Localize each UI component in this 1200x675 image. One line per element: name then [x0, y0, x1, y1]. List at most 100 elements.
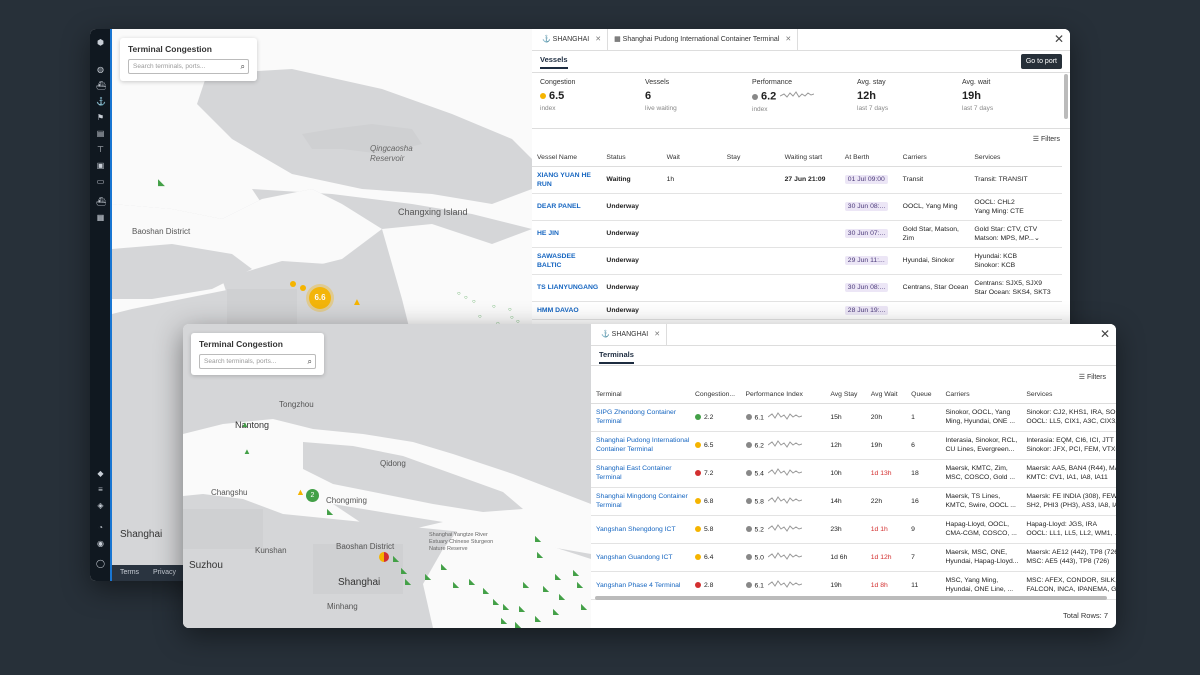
privacy-link[interactable]: Privacy: [153, 569, 176, 576]
id-card-icon[interactable]: ▭: [96, 177, 105, 186]
antenna-icon[interactable]: ⊤: [97, 145, 104, 154]
vessel-marker-icon[interactable]: ◣: [393, 554, 400, 563]
ship-marker-icon[interactable]: ▲: [296, 487, 305, 497]
vessel-marker-icon[interactable]: ◣: [501, 616, 508, 625]
vessel-marker-icon[interactable]: ◣: [441, 562, 448, 571]
anchor-icon[interactable]: ⚓: [96, 97, 106, 106]
column-header[interactable]: Stay: [721, 149, 780, 167]
column-header[interactable]: Vessel Name: [532, 149, 602, 167]
table-row[interactable]: Yangshan Phase 4 Terminal 2.8 6.1 19h 1d 8h 1…: [591, 571, 1116, 600]
column-header[interactable]: Terminal: [591, 386, 690, 404]
image-icon[interactable]: ▣: [96, 161, 105, 170]
vessel-marker-icon[interactable]: ◣: [523, 580, 530, 589]
vessel-marker-icon[interactable]: ◣: [535, 614, 542, 623]
vessel-marker-icon[interactable]: ○: [492, 304, 496, 310]
terminal-name-link[interactable]: SIPG Zhendong Container Terminal: [591, 403, 690, 432]
vessel-marker-icon[interactable]: ◣: [483, 586, 490, 595]
terminal-name-link[interactable]: Shanghai Mingdong Container Terminal: [591, 487, 690, 516]
vessel-marker-icon[interactable]: ◣: [493, 597, 500, 606]
port-crane-icon[interactable]: ⚑: [96, 113, 105, 122]
close-tab-icon[interactable]: ✕: [785, 35, 792, 43]
terminal-marker[interactable]: [300, 285, 306, 291]
column-header[interactable]: Queue: [906, 386, 941, 404]
vessel-marker-icon[interactable]: ○: [478, 314, 482, 320]
vessel-marker-icon[interactable]: ◣: [519, 604, 526, 613]
table-row[interactable]: HMM DAVAO Underway 28 Jun 19:...: [532, 301, 1062, 320]
scrollbar-thumb[interactable]: [1064, 74, 1068, 119]
tab-shanghai[interactable]: ⚓ SHANGHAI ✕: [536, 29, 609, 51]
vessel-name-link[interactable]: DEAR PANEL: [532, 193, 602, 221]
vessel-marker-icon[interactable]: ○: [516, 319, 520, 325]
table-row[interactable]: Shanghai Pudong International Container …: [591, 431, 1116, 460]
vessel-name-link[interactable]: SAWASDEE BALTIC: [532, 247, 602, 275]
terminal-name-link[interactable]: Shanghai East Container Terminal: [591, 459, 690, 488]
vessel-marker-icon[interactable]: ▲: [243, 447, 251, 456]
table-row[interactable]: DEAR PANEL Underway 30 Jun 08:... OOCL, Yan…: [532, 193, 1062, 221]
table-row[interactable]: Yangshan Guandong ICT 6.4 5.0 1d 6h 1d 12h 7 M…: [591, 543, 1116, 572]
table-row[interactable]: HE JIN Underway 30 Jun 07:... Gold Star, Ma…: [532, 220, 1062, 248]
vessel-marker-icon[interactable]: ◣: [553, 607, 560, 616]
column-header[interactable]: Performance Index: [740, 386, 826, 404]
database-icon[interactable]: ≡: [98, 485, 103, 494]
user-icon[interactable]: ◯: [96, 559, 105, 568]
tab-vessels[interactable]: Vessels: [540, 55, 568, 69]
column-header[interactable]: At Berth: [839, 149, 898, 167]
close-panel-icon[interactable]: ✕: [1099, 327, 1110, 341]
vessel-marker-icon[interactable]: ◣: [573, 568, 580, 577]
table-row[interactable]: XIANG YUAN HE RUN Waiting 1h 27 Jun 21:09 01…: [532, 166, 1062, 194]
vessel-marker-icon[interactable]: ◣: [515, 620, 522, 629]
vessel-marker-icon[interactable]: ◣: [559, 592, 566, 601]
column-header[interactable]: Services: [1021, 386, 1116, 404]
vessel-marker-icon[interactable]: ◣: [425, 572, 432, 581]
column-header[interactable]: Services: [969, 149, 1062, 167]
vessel-name-link[interactable]: HMM DAVAO: [532, 301, 602, 320]
terminal-cluster-marker[interactable]: [379, 552, 389, 562]
horizontal-scrollbar[interactable]: [595, 596, 1107, 600]
column-header[interactable]: Congestion...: [690, 386, 741, 404]
filters-button[interactable]: ☰ Filters: [1033, 135, 1060, 143]
congestion-cluster-marker[interactable]: 6.6: [309, 287, 331, 309]
column-header[interactable]: Waiting start: [779, 149, 840, 167]
close-tab-icon[interactable]: ✕: [654, 330, 661, 338]
layers-icon[interactable]: ◈: [97, 501, 104, 510]
column-header[interactable]: Carriers: [940, 386, 1022, 404]
vessel-marker-icon[interactable]: ◣: [401, 566, 408, 575]
table-row[interactable]: Shanghai East Container Terminal 7.2 5.4 10…: [591, 459, 1116, 488]
table-row[interactable]: Yangshan Shengdong ICT 5.8 5.2 23h 1d 1h 9 Hap…: [591, 515, 1116, 544]
terminal-name-link[interactable]: Yangshan Guandong ICT: [591, 543, 690, 572]
vessel-marker-icon[interactable]: ○: [464, 295, 468, 301]
vessel-marker-icon[interactable]: ○: [457, 291, 461, 297]
table-row[interactable]: Shanghai Mingdong Container Terminal 6.8 5…: [591, 487, 1116, 516]
column-header[interactable]: Avg Stay: [825, 386, 866, 404]
vessel-marker-icon[interactable]: ◣: [543, 584, 550, 593]
bell-icon[interactable]: ◔: [98, 523, 103, 532]
vessel-marker-icon[interactable]: ◣: [405, 577, 412, 586]
search-icon[interactable]: ⌕: [307, 357, 312, 366]
tab-terminal[interactable]: ▦ Shanghai Pudong International Containe…: [608, 29, 799, 51]
vessel-marker-icon[interactable]: ◣: [577, 580, 584, 589]
tab-shanghai[interactable]: ⚓ SHANGHAI ✕: [595, 324, 668, 346]
table-row[interactable]: SIPG Zhendong Container Terminal 2.2 6.1 15…: [591, 403, 1116, 432]
chat-icon[interactable]: ◉: [97, 539, 104, 548]
close-tab-icon[interactable]: ✕: [595, 35, 602, 43]
vessel-marker-icon[interactable]: ○: [472, 299, 476, 305]
congestion-cluster-marker[interactable]: 2: [306, 489, 319, 502]
vessel-marker-icon[interactable]: ◣: [535, 534, 542, 543]
vessel-marker-icon[interactable]: ◣: [158, 177, 165, 187]
table-row[interactable]: SAWASDEE BALTIC Underway 29 Jun 11:... Hyun…: [532, 247, 1062, 275]
tag-icon[interactable]: ◆: [97, 469, 104, 478]
grid-icon[interactable]: ▦: [96, 213, 105, 222]
vessel-marker-icon[interactable]: ◣: [453, 580, 460, 589]
vessel-marker-icon[interactable]: ◣: [555, 572, 562, 581]
ship-icon[interactable]: ⛴: [96, 81, 107, 90]
vessel-name-link[interactable]: HE JIN: [532, 220, 602, 248]
vessel-marker-icon[interactable]: ○: [508, 307, 512, 313]
filters-button[interactable]: ☰ Filters: [1079, 373, 1106, 381]
logo-icon[interactable]: ⬢: [97, 38, 104, 47]
column-header[interactable]: Carriers: [897, 149, 970, 167]
vessel-marker-icon[interactable]: ◣: [469, 577, 476, 586]
vessel-name-link[interactable]: TS LIANYUNGANG: [532, 274, 602, 302]
cargo-ship-icon[interactable]: ⛴: [96, 197, 107, 206]
table-row[interactable]: TS LIANYUNGANG Underway 30 Jun 08:... Centr…: [532, 274, 1062, 302]
vessel-marker-icon[interactable]: ◣: [537, 550, 544, 559]
